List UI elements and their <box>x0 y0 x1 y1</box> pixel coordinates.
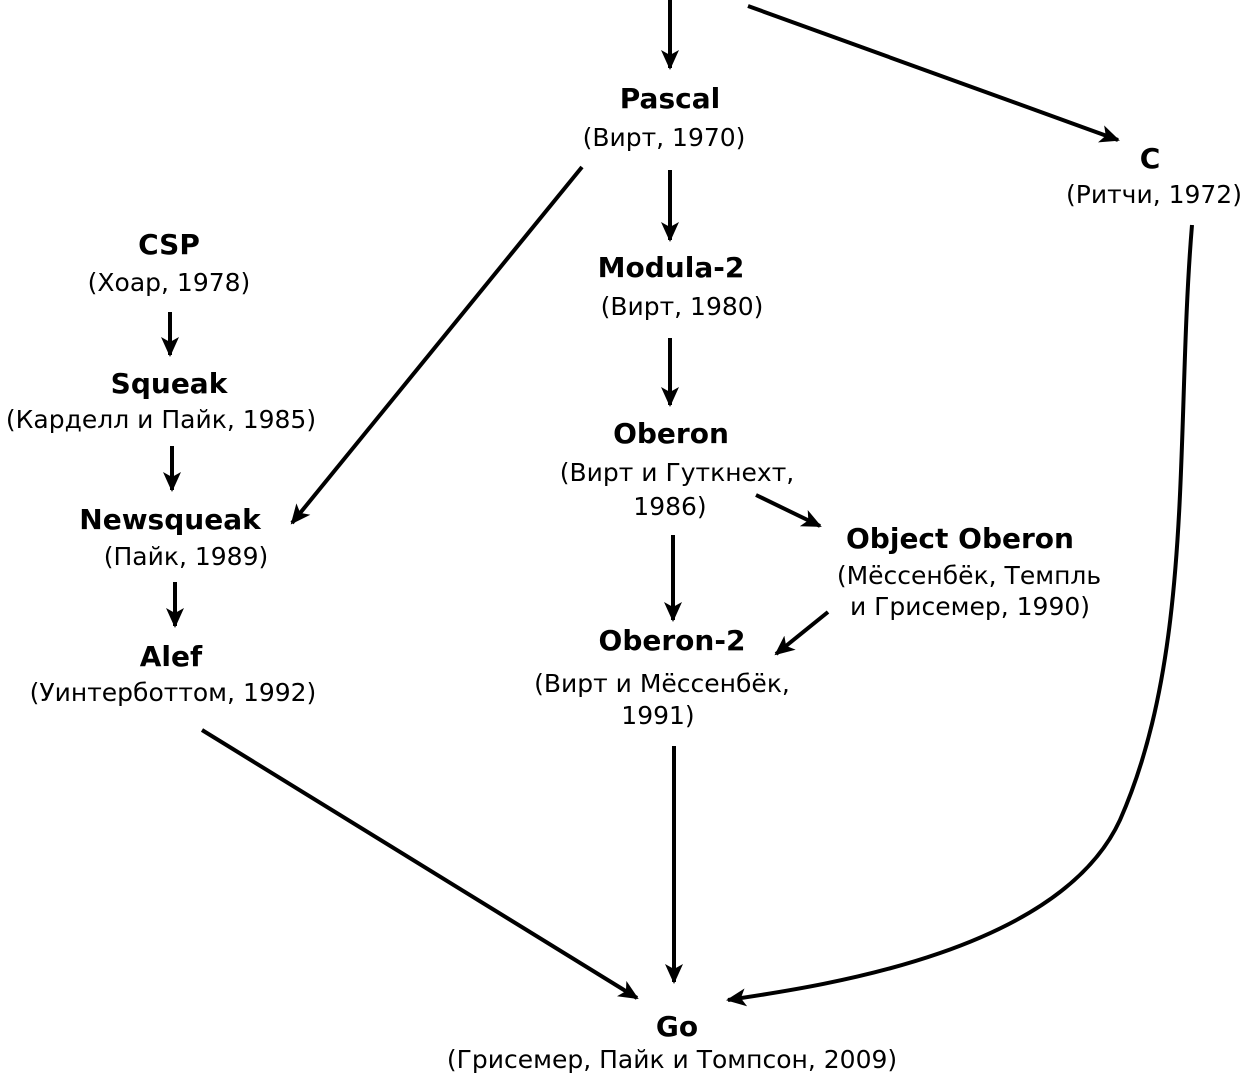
node-oberon2-name: Oberon-2 <box>599 624 746 657</box>
node-squeak-name: Squeak <box>111 367 229 400</box>
node-pascal: Pascal (Вирт, 1970) <box>583 82 746 152</box>
node-c-name: C <box>1140 142 1161 175</box>
node-oberon: Oberon (Вирт и Гуткнехт, 1986) <box>560 417 794 521</box>
edge-top-c <box>747 4 1120 143</box>
node-oberon2-year: 1991) <box>621 701 694 730</box>
node-newsqueak-authors: (Пайк, 1989) <box>104 542 269 571</box>
node-oberon-year: 1986) <box>633 492 706 521</box>
edge-pascal-newsqueak <box>290 165 584 525</box>
edge-object-oberon-oberon2 <box>774 610 830 656</box>
node-pascal-authors: (Вирт, 1970) <box>583 123 746 152</box>
node-object-oberon: Object Oberon (Мёссенбёк, Темпль и Грисе… <box>837 522 1101 621</box>
node-modula2-authors: (Вирт, 1980) <box>601 292 764 321</box>
node-squeak: Squeak (Карделл и Пайк, 1985) <box>6 367 316 434</box>
node-oberon-authors: (Вирт и Гуткнехт, <box>560 458 794 487</box>
node-go: Go (Грисемер, Пайк и Томпсон, 2009) <box>447 1010 897 1074</box>
node-object-oberon-authors: (Мёссенбёк, Темпль <box>837 561 1101 590</box>
node-csp-name: CSP <box>138 228 200 261</box>
edge-alef-go <box>200 728 639 1000</box>
node-csp: CSP (Хоар, 1978) <box>88 228 251 297</box>
node-c-authors: (Ритчи, 1972) <box>1066 180 1242 209</box>
node-newsqueak-name: Newsqueak <box>79 503 262 536</box>
node-newsqueak: Newsqueak (Пайк, 1989) <box>79 503 268 571</box>
node-oberon-name: Oberon <box>613 417 729 450</box>
node-oberon2: Oberon-2 (Вирт и Мёссенбёк, 1991) <box>534 624 790 730</box>
node-oberon2-authors: (Вирт и Мёссенбёк, <box>534 669 790 698</box>
node-c: C (Ритчи, 1972) <box>1066 142 1242 209</box>
node-squeak-authors: (Карделл и Пайк, 1985) <box>6 405 316 434</box>
node-object-oberon-name: Object Oberon <box>846 522 1074 555</box>
node-go-name: Go <box>656 1010 698 1043</box>
node-modula2-name: Modula-2 <box>598 251 745 284</box>
node-alef: Alef (Уинтерботтом, 1992) <box>30 640 317 707</box>
node-pascal-name: Pascal <box>620 82 720 115</box>
node-alef-name: Alef <box>140 640 203 673</box>
node-object-oberon-authors-2: и Грисемер, 1990) <box>850 592 1090 621</box>
edge-oberon-object-oberon <box>755 493 822 528</box>
node-modula2: Modula-2 (Вирт, 1980) <box>598 251 764 321</box>
edges <box>161 0 1194 1007</box>
node-csp-authors: (Хоар, 1978) <box>88 268 251 297</box>
edge-c-go <box>726 224 1194 1007</box>
node-go-authors: (Грисемер, Пайк и Томпсон, 2009) <box>447 1045 897 1074</box>
node-alef-authors: (Уинтерботтом, 1992) <box>30 678 317 707</box>
